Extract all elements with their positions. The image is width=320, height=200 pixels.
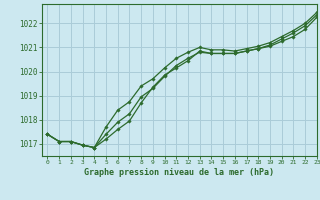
X-axis label: Graphe pression niveau de la mer (hPa): Graphe pression niveau de la mer (hPa) xyxy=(84,168,274,177)
